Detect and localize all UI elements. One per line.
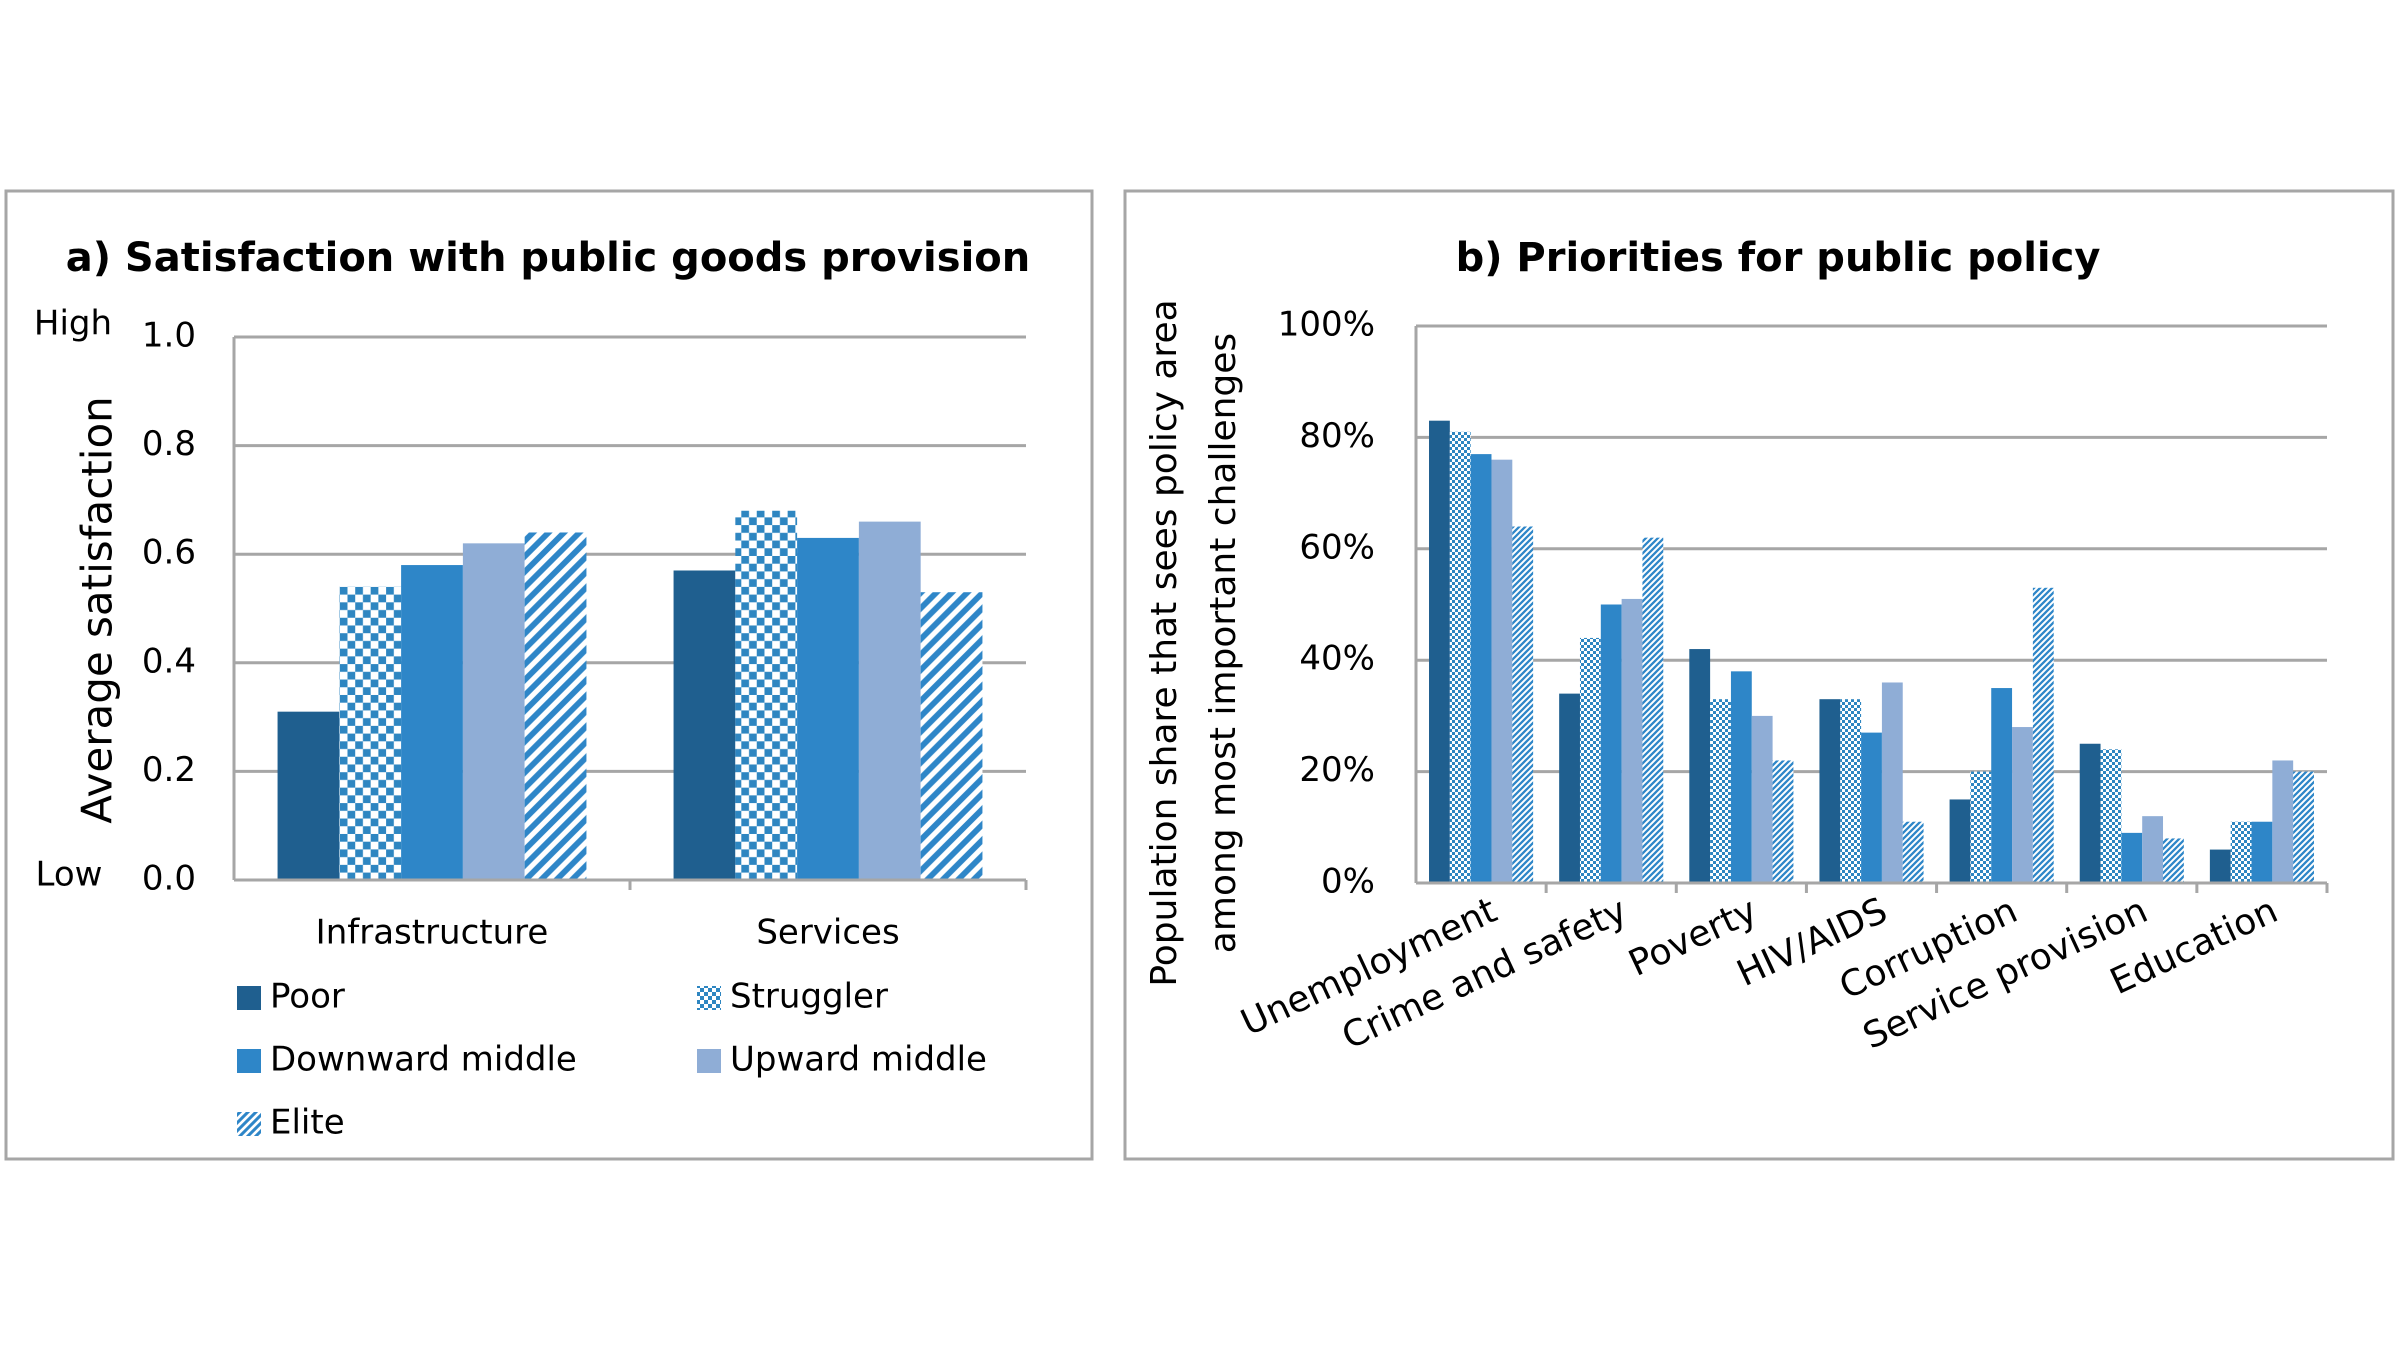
- bar: [339, 586, 402, 880]
- y-tick-label: 0.8: [142, 424, 196, 464]
- bar: [2079, 743, 2101, 883]
- bar: [2142, 816, 2164, 883]
- bar: [858, 521, 921, 880]
- chart-title: b) Priorities for public policy: [1456, 235, 2101, 281]
- annotation: Low: [36, 855, 103, 895]
- bar: [1861, 732, 1882, 883]
- bar: [1579, 637, 1601, 883]
- y-tick-label: 0%: [1321, 862, 1375, 902]
- bar: [1881, 682, 1903, 883]
- legend-swatch: [697, 1049, 721, 1073]
- bar: [1470, 454, 1492, 883]
- bar: [2293, 771, 2314, 883]
- bar: [2012, 727, 2033, 883]
- panel-frame: [1123, 189, 2395, 1161]
- x-tick-label: Services: [756, 913, 899, 953]
- bar: [673, 570, 736, 880]
- chart-title: a) Satisfaction with public goods provis…: [66, 235, 1031, 281]
- y-axis-label: Average satisfaction: [73, 396, 122, 824]
- bar: [1730, 671, 1752, 883]
- y-tick-label: 0.6: [142, 533, 196, 573]
- y-tick-label: 0.0: [142, 859, 196, 899]
- bar: [920, 592, 983, 880]
- legend-swatch: [697, 986, 721, 1010]
- bar: [1902, 821, 1924, 883]
- bar: [1642, 537, 1664, 883]
- legend-label: Struggler: [730, 977, 888, 1017]
- bar: [1949, 799, 1971, 883]
- legend-label: Elite: [270, 1103, 345, 1143]
- bar: [1819, 699, 1841, 883]
- bar: [1772, 760, 1794, 883]
- y-tick-label: 40%: [1299, 639, 1375, 679]
- annotation: High: [34, 304, 112, 344]
- y-tick-label: 0.2: [142, 750, 196, 790]
- bar: [524, 532, 587, 880]
- legend-swatch: [237, 1112, 261, 1136]
- bar: [1991, 688, 2013, 883]
- y-axis-label: among most important challenges: [1203, 333, 1244, 953]
- legend-swatch: [237, 1049, 261, 1073]
- y-tick-label: 60%: [1299, 527, 1375, 567]
- bar: [1449, 431, 1471, 883]
- legend-label: Poor: [270, 977, 345, 1017]
- legend-label: Upward middle: [730, 1040, 987, 1080]
- bar: [1970, 771, 1992, 883]
- y-tick-label: 20%: [1299, 750, 1375, 790]
- bar: [2209, 849, 2231, 883]
- y-tick-label: 80%: [1299, 416, 1375, 456]
- y-tick-label: 1.0: [142, 316, 196, 356]
- bar: [2163, 838, 2184, 883]
- bar: [1751, 715, 1773, 883]
- bar: [1559, 693, 1580, 883]
- bar: [1689, 649, 1711, 883]
- bar: [1710, 699, 1731, 883]
- bar: [735, 510, 798, 880]
- bar: [1429, 420, 1450, 883]
- bar: [1840, 699, 1862, 883]
- x-tick-label: Infrastructure: [316, 913, 549, 953]
- bar: [462, 543, 525, 880]
- y-tick-label: 100%: [1278, 305, 1375, 345]
- bar: [1600, 604, 1622, 883]
- bar: [2272, 760, 2294, 883]
- bar: [2032, 587, 2054, 883]
- bar: [797, 537, 859, 880]
- bar: [2251, 821, 2273, 883]
- y-tick-label: 0.4: [142, 641, 196, 681]
- bar: [277, 711, 340, 880]
- y-axis-label: Population share that sees policy area: [1144, 299, 1185, 986]
- legend-label: Downward middle: [270, 1040, 577, 1080]
- bar: [2121, 832, 2143, 883]
- bar: [2230, 821, 2252, 883]
- bar: [401, 565, 463, 880]
- legend-swatch: [237, 986, 261, 1010]
- bar: [1621, 598, 1643, 883]
- bar: [1512, 526, 1534, 883]
- bar: [2100, 749, 2122, 883]
- bar: [1491, 459, 1513, 883]
